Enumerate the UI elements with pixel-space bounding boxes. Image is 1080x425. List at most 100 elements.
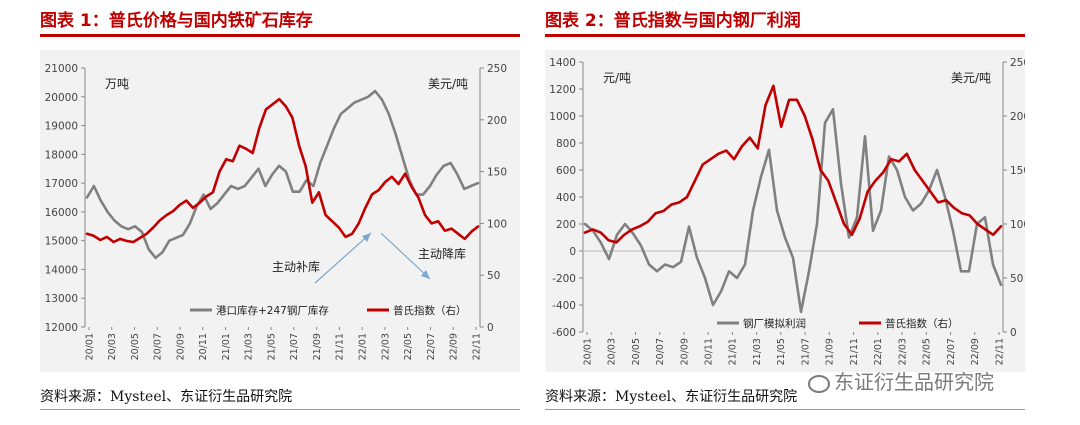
- chart2-right-tick-label: 200: [1010, 111, 1025, 123]
- chart1-left-tick-label: 19000: [45, 121, 78, 133]
- chart2-left-tick-label: -400: [552, 300, 576, 312]
- chart1-right-tick-label: 0: [487, 322, 494, 334]
- chart1-left-tick-label: 20000: [45, 92, 78, 104]
- chart2-x-tick-label: 20/09: [679, 338, 690, 365]
- chart1-x-tick-label: 20/01: [84, 333, 95, 360]
- chart1-left-tick-label: 13000: [45, 293, 78, 305]
- chart2-left-tick-label: 1200: [549, 84, 576, 96]
- chart2-right-tick-label: 100: [1010, 219, 1025, 231]
- chart1-x-tick-label: 22/07: [426, 333, 437, 360]
- chart2-x-tick-label: 22/05: [922, 338, 933, 365]
- chart2-x-tick-label: 22/09: [970, 338, 981, 365]
- chart1-right-tick-label: 100: [487, 218, 507, 230]
- chart2-series-0-line: [583, 107, 1003, 314]
- chart2-left-tick-label: 1000: [549, 111, 576, 123]
- chart1-x-tick-label: 21/03: [244, 333, 255, 360]
- chart2-left-tick-label: 800: [556, 138, 576, 150]
- chart2-x-tick-label: 20/11: [704, 338, 715, 365]
- chart2-x-tick-label: 22/03: [897, 338, 908, 365]
- chart2-left-tick-label: 0: [569, 246, 576, 258]
- chart2-right-tick-label: 0: [1010, 327, 1017, 339]
- chart2-left-tick-label: -600: [552, 327, 576, 339]
- chart2-left-tick-label: 400: [556, 192, 576, 204]
- chart2-x-tick-label: 22/11: [994, 338, 1005, 365]
- chart1-legend-label-0: 港口库存+247钢厂库存: [216, 304, 329, 317]
- chart2-x-tick-label: 22/07: [946, 338, 957, 365]
- chart1-series-1-line: [85, 97, 480, 244]
- chart1-right-tick-label: 250: [487, 63, 507, 75]
- chart2-x-tick-label: 21/09: [825, 338, 836, 365]
- chart1-x-tick-label: 21/07: [289, 333, 300, 360]
- chart1-arrow-up-head: [362, 233, 371, 242]
- chart1-annotation-destock: 主动降库: [418, 246, 466, 261]
- chart1-x-tick-label: 20/03: [107, 333, 118, 360]
- chart1-left-unit: 万吨: [105, 77, 129, 91]
- chart2-x-tick-label: 21/07: [800, 338, 811, 365]
- chart1-x-tick-label: 20/09: [175, 333, 186, 360]
- chart1-left-tick-label: 17000: [45, 178, 78, 190]
- chart2-bottom-rule: [545, 409, 1025, 410]
- chart1-right-tick-label: 50: [487, 270, 500, 282]
- chart2-x-tick-label: 22/01: [873, 338, 884, 365]
- chart1-right-unit: 美元/吨: [428, 77, 468, 91]
- chart2-right-tick-label: 50: [1010, 273, 1023, 285]
- chart1-left-tick-label: 18000: [45, 149, 78, 161]
- watermark: 东证衍生品研究院: [808, 366, 994, 395]
- chart1-x-tick-label: 22/11: [471, 333, 482, 360]
- chart2-x-tick-label: 21/11: [849, 338, 860, 365]
- chart1-left-tick-label: 15000: [45, 236, 78, 248]
- chart2-svg: 1400120010008006004002000-200-400-600250…: [549, 57, 1030, 365]
- watermark-text: 东证衍生品研究院: [834, 370, 994, 394]
- chart1-svg: 21000 20000 19000 18000 17000 16000 15000 14000…: [45, 63, 507, 360]
- chart1-x-tick-label: 20/07: [153, 333, 164, 360]
- chart2-left-tick-label: 1400: [549, 57, 576, 69]
- chart1-x-tick-label: 22/05: [403, 333, 414, 360]
- chart2-x-tick-label: 20/03: [607, 338, 618, 365]
- chart1-x-tick-label: 22/03: [380, 333, 391, 360]
- chart2-legend-label-1: 普氏指数（右）: [885, 317, 959, 330]
- chart1-left-tick-label: 14000: [45, 264, 78, 276]
- chart1-arrow-down-head: [421, 270, 430, 279]
- chart2-x-tick-label: 21/03: [752, 338, 763, 365]
- chart1-x-tick-label: 21/01: [221, 333, 232, 360]
- chart2-right-unit: 美元/吨: [951, 71, 991, 85]
- chart2-x-tick-label: 20/07: [655, 338, 666, 365]
- chart1-legend-label-1: 普氏指数（右）: [393, 304, 467, 317]
- chart1-x-tick-label: 21/05: [266, 333, 277, 360]
- chart1-annotation-restock: 主动补库: [272, 259, 320, 274]
- chart2-legend-label-0: 钢厂模拟利润: [743, 317, 806, 330]
- chart1-x-tick-label: 21/11: [335, 333, 346, 360]
- chart2-series-1-line: [583, 84, 1003, 244]
- chart2-x-tick-label: 20/01: [582, 338, 593, 365]
- chart1-x-tick-label: 20/11: [198, 333, 209, 360]
- chart1-bottom-rule: [40, 409, 520, 410]
- chart1-source: 资料来源：Mysteel、东证衍生品研究院: [40, 389, 293, 405]
- chart2-panel: 1400120010008006004002000-200-400-600250…: [545, 50, 1030, 372]
- chart2-title-underline: [545, 34, 1025, 37]
- chart1-x-tick-label: 21/09: [312, 333, 323, 360]
- chart2-source: 资料来源：Mysteel、东证衍生品研究院: [545, 389, 798, 405]
- chart1-panel: 21000 20000 19000 18000 17000 16000 15000 14000…: [40, 50, 520, 372]
- chart1-left-tick-label: 16000: [45, 207, 78, 219]
- chart2-x-tick-label: 21/01: [728, 338, 739, 365]
- chart1-title: 图表 1：普氏价格与国内铁矿石库存: [40, 11, 313, 31]
- chart1-right-tick-label: 150: [487, 167, 507, 179]
- chart1-arrow-down: [380, 232, 431, 280]
- chart1-x-tick-label: 20/05: [130, 333, 141, 360]
- chart2-left-tick-label: 600: [556, 165, 576, 177]
- chart1-x-tick-label: 22/01: [358, 333, 369, 360]
- chart2-right-tick-label: 150: [1010, 165, 1025, 177]
- chart1-left-tick-label: 12000: [45, 322, 78, 334]
- chart1-left-tick-label: 21000: [45, 63, 78, 75]
- wechat-icon: [808, 374, 830, 393]
- chart2-x-tick-label: 20/05: [631, 338, 642, 365]
- chart2-title: 图表 2：普氏指数与国内钢厂利润: [545, 11, 801, 31]
- chart1-title-underline: [40, 34, 520, 37]
- chart1-x-tick-label: 22/09: [449, 333, 460, 360]
- chart2-x-tick-label: 21/05: [776, 338, 787, 365]
- chart2-left-unit: 元/吨: [603, 71, 631, 85]
- chart1-right-tick-label: 200: [487, 115, 507, 127]
- chart1-arrow-up: [314, 232, 372, 284]
- chart2-right-tick-label: 250: [1010, 57, 1025, 69]
- chart2-left-tick-label: -200: [552, 273, 576, 285]
